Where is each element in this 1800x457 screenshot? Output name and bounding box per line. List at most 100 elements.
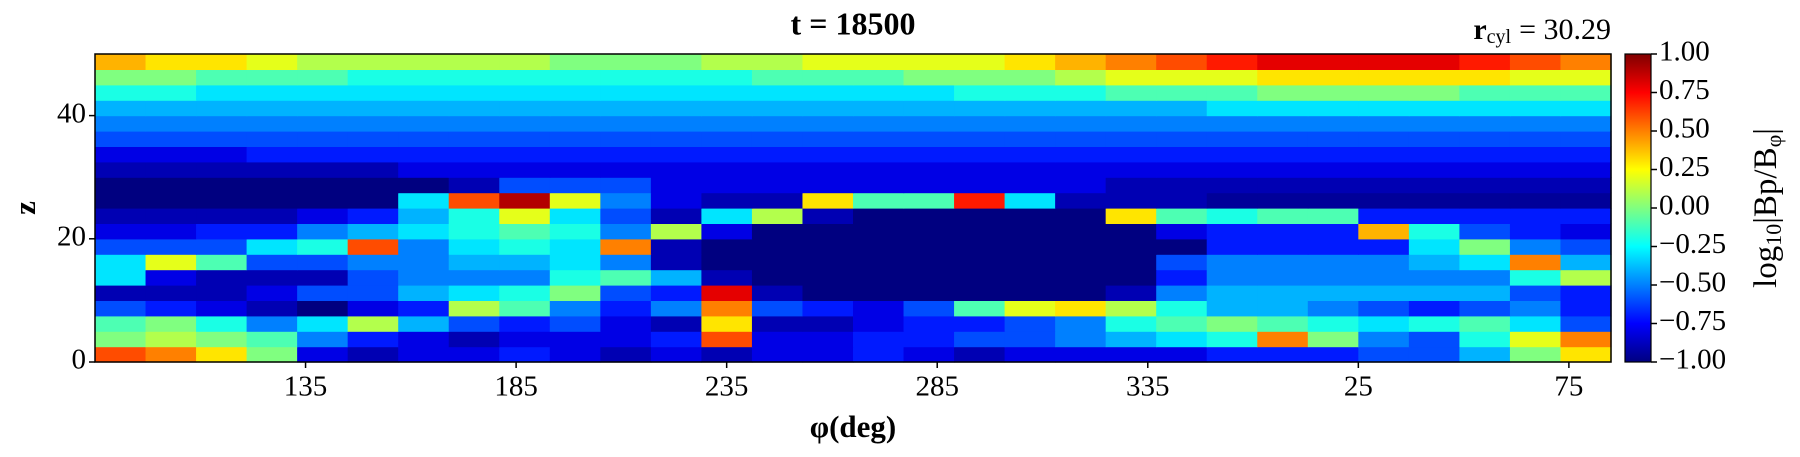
x-tick-label: 235 [705, 371, 749, 403]
heatmap-cell [600, 238, 652, 255]
heatmap-cell [1307, 331, 1359, 348]
heatmap-cell [1105, 84, 1157, 101]
heatmap-cell [701, 100, 753, 117]
heatmap-cell [1257, 315, 1309, 332]
x-tick-label: 335 [1126, 371, 1170, 403]
heatmap-cell [398, 208, 450, 224]
heatmap-cell [954, 84, 1006, 101]
heatmap-cell [853, 285, 905, 301]
heatmap-cell [1408, 315, 1460, 332]
heatmap-cell [1004, 254, 1056, 271]
heatmap-cell [1560, 161, 1612, 178]
heatmap-cell [1358, 254, 1410, 271]
heatmap-cell [347, 131, 399, 147]
heatmap-cell [853, 300, 905, 317]
heatmap-cell [1156, 84, 1208, 101]
heatmap-cell [1257, 69, 1309, 86]
heatmap-cell [701, 208, 753, 224]
heatmap-cell [1257, 223, 1309, 240]
heatmap-cell [448, 146, 500, 163]
heatmap-cell [549, 161, 601, 178]
heatmap-cell [1408, 177, 1460, 194]
heatmap-cell [751, 54, 804, 70]
heatmap-cell [448, 84, 500, 101]
heatmap-cell [1257, 146, 1309, 163]
heatmap-cell [853, 54, 905, 70]
heatmap-cell [1206, 285, 1258, 301]
heatmap-cell [650, 300, 702, 317]
heatmap-cell [347, 115, 399, 132]
heatmap-cell [1358, 346, 1410, 363]
heatmap-cell [751, 69, 804, 86]
colorbar-tick-label: −1.00 [1659, 344, 1726, 376]
heatmap-cell [297, 115, 349, 132]
heatmap-cell [903, 177, 955, 194]
heatmap-cell [954, 69, 1006, 86]
heatmap-cell [1257, 54, 1309, 70]
heatmap-cell [751, 177, 804, 194]
heatmap-cell [954, 115, 1006, 132]
heatmap-cell [196, 269, 248, 286]
heatmap-cell [1560, 223, 1612, 240]
heatmap-cell [1206, 300, 1258, 317]
heatmap-cell [1459, 254, 1511, 271]
heatmap-cell [1358, 146, 1410, 163]
heatmap-cell [1408, 69, 1460, 86]
heatmap-cell [751, 254, 804, 271]
heatmap-cell [1509, 223, 1562, 240]
heatmap-cell [246, 177, 298, 194]
heatmap-cell [196, 208, 248, 224]
heatmap-cell [1055, 177, 1107, 194]
heatmap-cell [701, 254, 753, 271]
heatmap-cell [751, 131, 804, 147]
heatmap-cell [1156, 69, 1208, 86]
heatmap-cell [1004, 146, 1056, 163]
heatmap-cell [954, 238, 1006, 255]
heatmap-cell [1509, 131, 1562, 147]
heatmap-cell [650, 54, 702, 70]
heatmap-cell [398, 223, 450, 240]
heatmap-cell [95, 146, 147, 163]
heatmap-cell [398, 84, 450, 101]
heatmap-cell [650, 208, 702, 224]
heatmap-cell [246, 223, 298, 240]
heatmap-cell [1004, 100, 1056, 117]
heatmap-cell [246, 300, 298, 317]
heatmap-cell [1509, 238, 1562, 255]
heatmap-cell [802, 346, 854, 363]
heatmap-cell [347, 100, 399, 117]
heatmap-cell [1560, 54, 1612, 70]
heatmap-cell [701, 223, 753, 240]
heatmap-cell [549, 208, 601, 224]
colorbar-label-subscript: φ [1761, 135, 1786, 148]
heatmap-cell [549, 192, 601, 209]
heatmap-cell [95, 131, 147, 147]
heatmap-cell [1459, 285, 1511, 301]
heatmap-cell [954, 146, 1006, 163]
heatmap-cell [1560, 146, 1612, 163]
heatmap-cell [650, 69, 702, 86]
heatmap-cell [954, 100, 1006, 117]
heatmap-cell [1156, 208, 1208, 224]
heatmap-cell [600, 208, 652, 224]
heatmap-cell [1206, 54, 1258, 70]
heatmap-cell [650, 146, 702, 163]
heatmap-cell [1358, 161, 1410, 178]
heatmap-cell [1509, 300, 1562, 317]
heatmap-cell [196, 115, 248, 132]
heatmap-cell [398, 269, 450, 286]
heatmap-cell [1105, 177, 1157, 194]
heatmap-cell [398, 285, 450, 301]
heatmap-cell [802, 223, 854, 240]
heatmap-cell [650, 84, 702, 101]
heatmap-cell [1055, 192, 1107, 209]
heatmap-cell [802, 177, 854, 194]
heatmap-cell [1358, 69, 1410, 86]
heatmap-cell [1358, 208, 1410, 224]
heatmap-cell [600, 192, 652, 209]
heatmap-cell [1307, 223, 1359, 240]
heatmap-cell [297, 131, 349, 147]
heatmap-cell [1307, 285, 1359, 301]
heatmap-cell [1206, 161, 1258, 178]
heatmap-cell [802, 315, 854, 332]
